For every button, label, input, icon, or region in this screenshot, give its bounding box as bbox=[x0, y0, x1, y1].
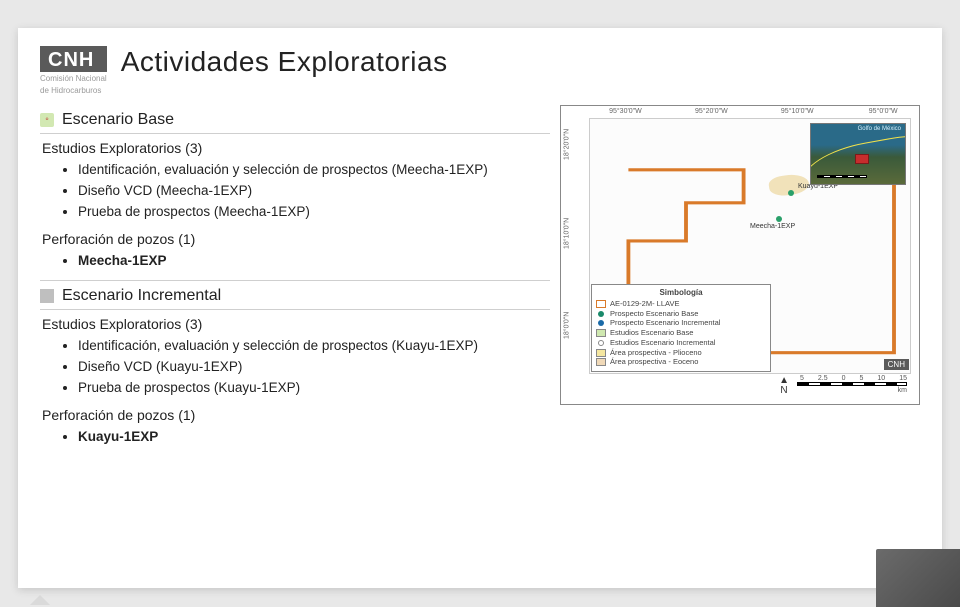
legend-row: Prospecto Escenario Incremental bbox=[596, 318, 766, 328]
chevron-up-icon[interactable] bbox=[30, 595, 50, 605]
legend-title: Simbología bbox=[596, 288, 766, 297]
list-item: Kuayu-1EXP bbox=[78, 427, 550, 448]
inset-scalebar bbox=[817, 175, 867, 181]
x-tick: 95°30'0"W bbox=[609, 108, 642, 115]
logo-sub-2: de Hidrocarburos bbox=[40, 86, 107, 96]
slide-body: ◦ Escenario Base Estudios Exploratorios … bbox=[40, 105, 920, 455]
legend-label: Estudios Escenario Base bbox=[610, 328, 693, 338]
map-legend: Simbología AE-0129-2M- LLAVE Prospecto E… bbox=[591, 284, 771, 372]
map-source-tag: CNH bbox=[884, 359, 909, 370]
slide: CNH Comisión Nacional de Hidrocarburos A… bbox=[18, 28, 942, 588]
inset-label: Golfo de México bbox=[858, 126, 901, 132]
y-tick: 18°10'0"N bbox=[564, 218, 571, 249]
list-item: Diseño VCD (Meecha-1EXP) bbox=[78, 181, 550, 202]
scenario-base-title: Escenario Base bbox=[62, 111, 174, 129]
north-label: N bbox=[780, 386, 787, 396]
scale-unit: km bbox=[898, 387, 907, 394]
scale-num: 5 bbox=[800, 375, 804, 382]
legend-row: Estudios Escenario Incremental bbox=[596, 338, 766, 348]
logo: CNH bbox=[40, 46, 107, 72]
inc-studies-heading: Estudios Exploratorios (3) bbox=[42, 316, 550, 332]
logo-sub-1: Comisión Nacional bbox=[40, 74, 107, 84]
legend-label: Prospecto Escenario Incremental bbox=[610, 318, 720, 328]
inc-drilling-heading: Perforación de pozos (1) bbox=[42, 407, 550, 423]
inset-aoi-box bbox=[855, 154, 869, 164]
map-point-label: Meecha-1EXP bbox=[750, 223, 795, 230]
inc-wells-list: Kuayu-1EXP bbox=[78, 427, 550, 448]
webcam-thumbnail bbox=[876, 549, 960, 607]
legend-row: Área prospectiva - Eoceno bbox=[596, 357, 766, 367]
scenario-inc-title: Escenario Incremental bbox=[62, 287, 221, 305]
page-title: Actividades Exploratorias bbox=[121, 46, 448, 78]
base-wells-list: Meecha-1EXP bbox=[78, 251, 550, 272]
map-column: 95°30'0"W 95°20'0"W 95°10'0"W 95°0'0"W 1… bbox=[560, 105, 920, 455]
y-tick: 18°0'0"N bbox=[564, 311, 571, 338]
scale-num: 0 bbox=[842, 375, 846, 382]
well-name: Kuayu-1EXP bbox=[78, 429, 158, 444]
legend-row: AE-0129-2M- LLAVE bbox=[596, 299, 766, 309]
legend-label: Estudios Escenario Incremental bbox=[610, 338, 715, 348]
y-tick: 18°20'0"N bbox=[564, 129, 571, 160]
list-item: Identificación, evaluación y selección d… bbox=[78, 160, 550, 181]
x-tick: 95°10'0"W bbox=[781, 108, 814, 115]
scale-num: 5 bbox=[860, 375, 864, 382]
base-studies-heading: Estudios Exploratorios (3) bbox=[42, 140, 550, 156]
list-item: Diseño VCD (Kuayu-1EXP) bbox=[78, 357, 550, 378]
scale-num: 2.5 bbox=[818, 375, 828, 382]
legend-label: Área prospectiva - Plioceno bbox=[610, 348, 702, 358]
well-name: Meecha-1EXP bbox=[78, 253, 167, 268]
legend-row: Prospecto Escenario Base bbox=[596, 309, 766, 319]
divider bbox=[40, 280, 550, 281]
scenario-inc-head: Escenario Incremental bbox=[40, 287, 550, 305]
map-frame: 95°30'0"W 95°20'0"W 95°10'0"W 95°0'0"W 1… bbox=[560, 105, 920, 405]
legend-label: AE-0129-2M- LLAVE bbox=[610, 299, 679, 309]
left-column: ◦ Escenario Base Estudios Exploratorios … bbox=[40, 105, 550, 455]
north-arrow-icon: ▲N bbox=[779, 376, 789, 396]
scenario-base-head: ◦ Escenario Base bbox=[40, 111, 550, 129]
square-icon bbox=[40, 289, 54, 303]
logo-block: CNH Comisión Nacional de Hidrocarburos bbox=[40, 46, 107, 95]
list-item: Prueba de prospectos (Kuayu-1EXP) bbox=[78, 378, 550, 399]
scale-num: 15 bbox=[899, 375, 907, 382]
scale-bar: 5 2.5 0 5 10 15 km bbox=[797, 375, 907, 394]
map-point-meecha bbox=[776, 216, 782, 222]
locator-inset: Golfo de México bbox=[810, 123, 906, 185]
legend-row: Área prospectiva - Plioceno bbox=[596, 348, 766, 358]
base-drilling-heading: Perforación de pozos (1) bbox=[42, 231, 550, 247]
legend-label: Área prospectiva - Eoceno bbox=[610, 357, 698, 367]
scale-num: 10 bbox=[877, 375, 885, 382]
x-tick: 95°20'0"W bbox=[695, 108, 728, 115]
list-item: Meecha-1EXP bbox=[78, 251, 550, 272]
base-studies-list: Identificación, evaluación y selección d… bbox=[78, 160, 550, 223]
legend-row: Estudios Escenario Base bbox=[596, 328, 766, 338]
target-icon: ◦ bbox=[40, 113, 54, 127]
x-tick: 95°0'0"W bbox=[869, 108, 898, 115]
divider bbox=[40, 133, 550, 134]
inc-studies-list: Identificación, evaluación y selección d… bbox=[78, 336, 550, 399]
slide-header: CNH Comisión Nacional de Hidrocarburos A… bbox=[40, 46, 920, 95]
legend-label: Prospecto Escenario Base bbox=[610, 309, 698, 319]
list-item: Identificación, evaluación y selección d… bbox=[78, 336, 550, 357]
divider bbox=[40, 309, 550, 310]
list-item: Prueba de prospectos (Meecha-1EXP) bbox=[78, 202, 550, 223]
